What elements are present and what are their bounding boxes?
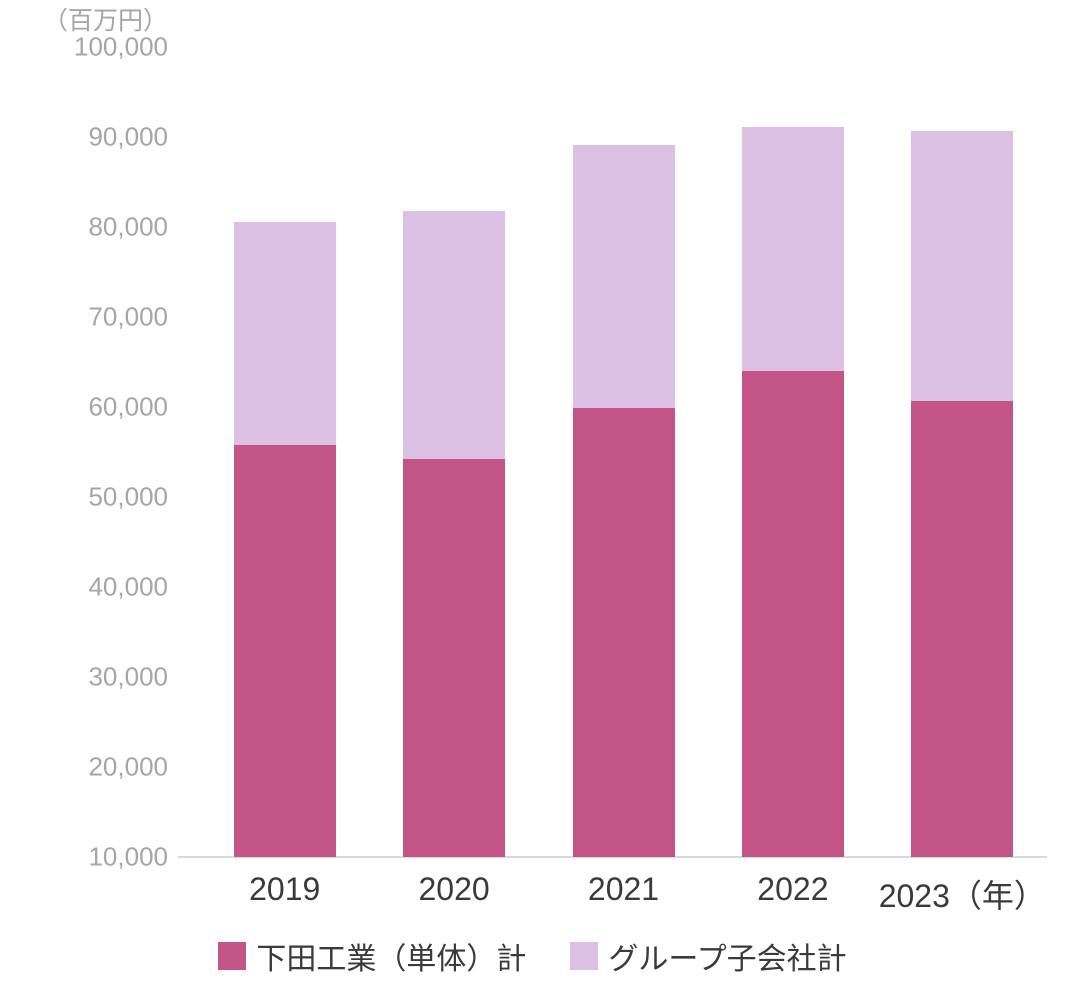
bar-segment-2023-series1	[911, 400, 1014, 857]
y-axis-tick-label: 70,000	[88, 301, 168, 332]
bar-group-2021	[539, 47, 708, 857]
y-axis-tick-label: 20,000	[88, 751, 168, 782]
legend-swatch-series2	[570, 942, 599, 970]
bar-segment-2019-series2	[233, 221, 336, 445]
legend-item-series2: グループ子会社計	[570, 934, 847, 978]
bar-segment-2020-series1	[403, 459, 506, 857]
x-axis-tick-label-2023: 2023（年）	[878, 878, 1046, 914]
bar-stack-2023	[911, 130, 1014, 857]
bar-segment-2023-series2	[911, 130, 1014, 401]
x-axis-tick-label-2019: 2019	[249, 871, 321, 907]
y-axis-tick-label: 90,000	[88, 121, 168, 152]
y-axis-tick-label: 50,000	[88, 481, 168, 512]
bar-stack-2022	[741, 127, 844, 857]
bar-stack-2020	[403, 210, 506, 857]
y-axis-tick-label: 10,000	[88, 841, 168, 872]
bar-segment-2021-series2	[572, 145, 675, 408]
y-axis-tick-label: 40,000	[88, 571, 168, 602]
bar-group-2019	[200, 47, 369, 857]
bar-segment-2022-series2	[741, 127, 844, 371]
y-axis-tick-label: 100,000	[74, 31, 168, 62]
bar-segment-2022-series1	[741, 371, 844, 857]
bar-segment-2020-series2	[403, 210, 506, 460]
axis-unit-label: （百万円）	[42, 7, 168, 35]
bar-group-2023	[878, 47, 1047, 857]
x-axis-tick-label-2021: 2021	[587, 871, 660, 907]
x-axis-tick-label-2020: 2020	[418, 871, 490, 907]
bar-segment-2019-series1	[233, 444, 336, 857]
legend-item-series1: 下田工業（単体）計	[218, 934, 526, 978]
bar-stack-2021	[572, 145, 675, 857]
legend: 下田工業（単体）計 グループ子会社計	[0, 934, 1065, 978]
bar-group-2022	[708, 47, 877, 857]
bar-group-2020	[369, 47, 538, 857]
legend-label-series1: 下田工業（単体）計	[256, 943, 527, 976]
legend-swatch-series1	[218, 942, 247, 970]
y-axis-tick-label: 30,000	[88, 661, 168, 692]
y-axis-tick-label: 60,000	[88, 391, 168, 422]
plot-area	[200, 47, 1047, 857]
legend-label-series2: グループ子会社計	[608, 943, 847, 976]
x-axis-line	[178, 856, 1047, 858]
y-axis-tick-label: 80,000	[88, 211, 168, 242]
bar-stack-2019	[233, 221, 336, 857]
x-axis-tick-label-2022: 2022	[757, 871, 829, 907]
bar-segment-2021-series1	[572, 407, 675, 857]
